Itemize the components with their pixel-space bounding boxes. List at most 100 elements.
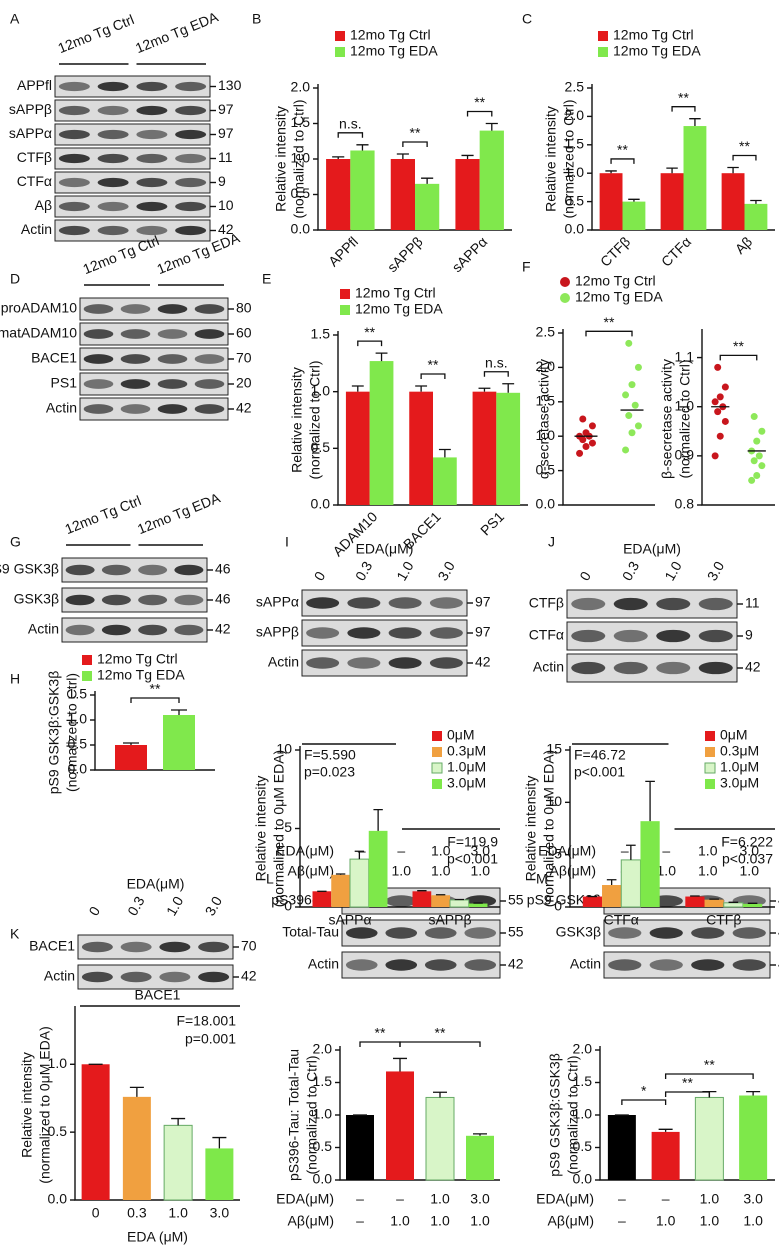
legend-swatch xyxy=(432,779,442,789)
significance-bracket xyxy=(610,158,635,164)
legend-swatch xyxy=(704,762,716,774)
band xyxy=(138,624,168,636)
lane-label: 0.3 xyxy=(124,893,148,918)
band xyxy=(385,927,418,939)
point xyxy=(716,432,724,440)
condition-value: 3.0 xyxy=(743,1191,763,1207)
significance-bracket xyxy=(357,340,383,347)
condition-value: 1.0 xyxy=(700,1191,720,1207)
chart-title: BACE1 xyxy=(135,987,181,1003)
x-tick-label: CTFβ xyxy=(706,912,741,928)
band xyxy=(120,304,151,314)
point xyxy=(714,408,722,416)
panel-letter: H xyxy=(10,671,20,687)
error-bar xyxy=(626,844,636,860)
y-tick-label: 0.5 xyxy=(313,1138,333,1154)
y-tick-label: 1.0 xyxy=(675,397,695,413)
error-bar xyxy=(212,1136,227,1149)
bar xyxy=(723,902,744,908)
error-bar xyxy=(332,156,345,159)
mw-marker: 97 xyxy=(475,594,491,610)
lane-label: 3.0 xyxy=(704,558,728,583)
y-axis-label: pS9 GSK3β:GSK3β xyxy=(46,671,62,795)
band xyxy=(65,564,95,576)
lane-label: 0.3 xyxy=(352,558,376,583)
band xyxy=(388,627,422,639)
band xyxy=(198,941,230,953)
bar xyxy=(651,1131,680,1180)
band xyxy=(347,657,381,669)
band xyxy=(97,225,129,236)
band xyxy=(120,379,151,389)
legend-label: 12mo Tg EDA xyxy=(350,43,438,59)
band xyxy=(306,597,340,609)
legend-swatch xyxy=(705,779,715,789)
error-bar xyxy=(606,879,617,886)
y-tick-label: 0.5 xyxy=(565,192,585,208)
panel-letter: B xyxy=(252,11,261,27)
legend-label: 1.0μM xyxy=(447,759,486,775)
band xyxy=(136,225,168,236)
point xyxy=(714,363,722,371)
y-tick-label: 15 xyxy=(546,741,562,757)
error-bar xyxy=(433,1091,447,1098)
point xyxy=(753,437,761,445)
band xyxy=(120,941,152,953)
y-tick-label: 1.5 xyxy=(311,326,331,342)
point xyxy=(755,452,763,460)
bar xyxy=(582,896,603,907)
bar xyxy=(346,1115,374,1180)
y-tick-label: 0.5 xyxy=(536,461,556,477)
row-label: CTFβ xyxy=(17,149,52,165)
band xyxy=(571,629,606,643)
row-label: BACE1 xyxy=(31,350,77,366)
y-tick-label: 0.0 xyxy=(48,1191,68,1207)
mw-marker: 42 xyxy=(745,659,761,675)
point xyxy=(628,429,636,437)
row-label: Actin xyxy=(21,221,52,237)
band xyxy=(58,201,90,212)
band xyxy=(159,941,191,953)
band xyxy=(345,959,378,971)
y-axis-label: (normalized to 0μM EDA) xyxy=(271,750,287,907)
row-label: Actin xyxy=(44,968,75,984)
band xyxy=(58,153,90,164)
band xyxy=(81,941,113,953)
condition-value: – xyxy=(618,1213,626,1229)
legend-label: 0μM xyxy=(720,727,748,743)
condition-value: 1.0 xyxy=(700,1213,720,1229)
mw-marker: 42 xyxy=(215,621,231,637)
bar xyxy=(368,830,388,907)
band xyxy=(175,225,207,236)
point xyxy=(748,476,756,484)
point xyxy=(750,457,758,465)
row-label: Total-Tau xyxy=(282,924,339,940)
blot-header: 12mo Tg Ctrl xyxy=(63,492,144,537)
mw-marker: 46 xyxy=(215,591,231,607)
error-bar xyxy=(171,1117,186,1126)
row-label: pS9 GSK3β xyxy=(527,892,601,908)
condition-value: – xyxy=(662,843,670,859)
y-tick-label: 2.0 xyxy=(313,1041,333,1057)
error-bar xyxy=(351,385,364,392)
legend-swatch xyxy=(432,731,442,741)
bar xyxy=(412,891,432,907)
blot-header: 12mo Tg Ctrl xyxy=(56,11,137,56)
bar xyxy=(415,183,440,230)
x-tick-label: APPfl xyxy=(325,233,361,269)
annotation: ** xyxy=(604,314,615,330)
band xyxy=(138,594,168,606)
bar xyxy=(205,1148,234,1200)
row-label: GSK3β xyxy=(14,591,59,607)
y-tick-label: 1.1 xyxy=(675,348,695,364)
band xyxy=(120,971,152,983)
band xyxy=(656,629,691,643)
annotation: n.s. xyxy=(339,116,362,132)
point xyxy=(625,339,633,347)
condition-label: EDA(μM) xyxy=(536,1191,594,1207)
mw-marker: 9 xyxy=(745,627,753,643)
row-label: proADAM10 xyxy=(1,300,77,316)
band xyxy=(174,624,204,636)
error-bar xyxy=(421,177,434,184)
y-tick-label: 0.0 xyxy=(311,496,331,512)
